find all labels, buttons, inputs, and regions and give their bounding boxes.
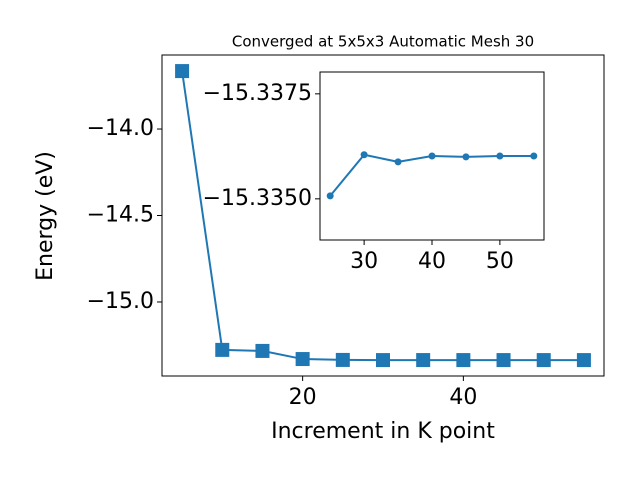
marker bbox=[215, 342, 230, 357]
marker bbox=[335, 352, 350, 367]
x-tick-label: 40 bbox=[418, 249, 446, 274]
marker bbox=[536, 353, 551, 368]
marker bbox=[394, 158, 402, 166]
x-axis-label: Increment in K point bbox=[271, 419, 495, 444]
y-tick-label: −15.3375 bbox=[203, 81, 312, 106]
marker bbox=[462, 153, 470, 161]
marker bbox=[326, 192, 334, 200]
y-tick-label: −15.0 bbox=[87, 289, 154, 314]
chart-title: Converged at 5x5x3 Automatic Mesh 30 bbox=[232, 33, 534, 51]
x-tick-label: 30 bbox=[350, 249, 378, 274]
y-axis-label: Energy (eV) bbox=[33, 151, 58, 281]
marker bbox=[576, 353, 591, 368]
marker bbox=[496, 152, 504, 160]
marker bbox=[530, 152, 538, 160]
y-tick-label: −14.5 bbox=[87, 203, 154, 228]
marker bbox=[456, 353, 471, 368]
marker bbox=[376, 353, 390, 368]
y-tick-label: −15.3350 bbox=[203, 186, 312, 211]
axes-frame bbox=[161, 54, 605, 377]
marker bbox=[175, 64, 190, 79]
marker bbox=[496, 353, 511, 368]
x-tick-label: 40 bbox=[449, 385, 477, 410]
axes-frame bbox=[319, 71, 545, 241]
marker bbox=[295, 352, 310, 367]
marker bbox=[428, 152, 436, 160]
x-tick-label: 20 bbox=[289, 385, 317, 410]
marker bbox=[255, 343, 270, 358]
marker bbox=[360, 151, 368, 159]
marker bbox=[416, 353, 431, 368]
y-tick-label: −14.0 bbox=[87, 116, 154, 141]
x-tick-label: 50 bbox=[486, 249, 514, 274]
